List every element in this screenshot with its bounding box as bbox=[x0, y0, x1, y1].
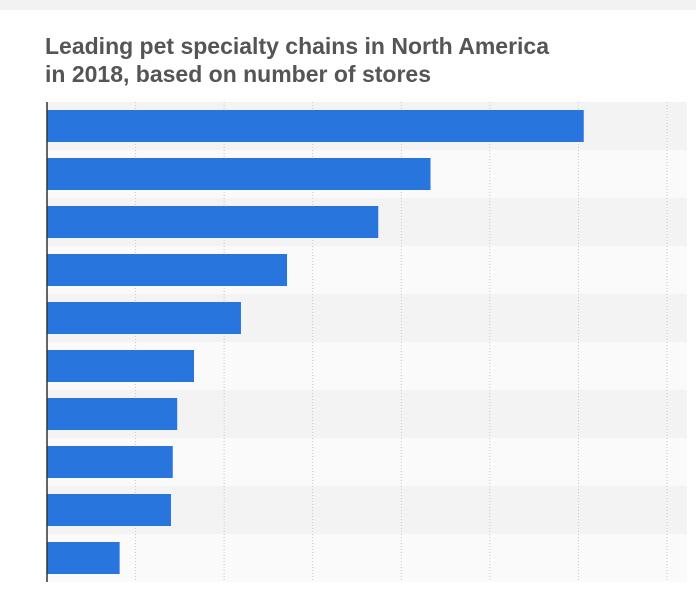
chart-title: Leading pet specialty chains in North Am… bbox=[45, 33, 549, 59]
bar bbox=[47, 494, 171, 526]
bar bbox=[47, 110, 584, 142]
bar bbox=[47, 254, 288, 286]
bar bbox=[47, 158, 431, 190]
bar bbox=[47, 206, 379, 238]
bar bbox=[47, 350, 195, 382]
header-strip bbox=[0, 0, 696, 10]
row-band bbox=[47, 534, 687, 582]
bar bbox=[47, 302, 241, 334]
bar bbox=[47, 446, 173, 478]
bar bbox=[47, 542, 120, 574]
chart-title: in 2018, based on number of stores bbox=[45, 61, 431, 87]
bar bbox=[47, 398, 178, 430]
